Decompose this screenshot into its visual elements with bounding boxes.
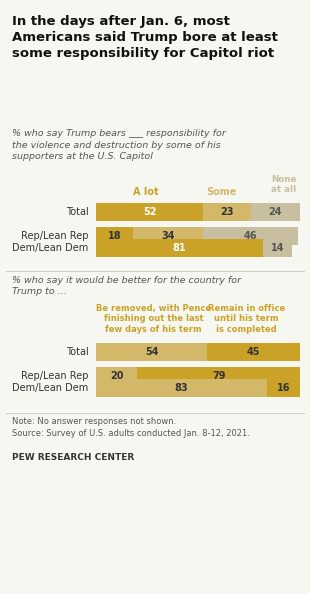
Bar	[96, 227, 133, 245]
Text: 54: 54	[145, 347, 158, 356]
Text: 34: 34	[162, 231, 175, 241]
Bar	[96, 367, 137, 385]
Bar	[137, 367, 300, 385]
Bar	[251, 203, 300, 221]
Text: Dem/Lean Dem: Dem/Lean Dem	[12, 383, 88, 393]
Bar	[96, 379, 267, 397]
Text: Note: No answer responses not shown.
Source: Survey of U.S. adults conducted Jan: Note: No answer responses not shown. Sou…	[12, 417, 250, 438]
Bar	[203, 203, 251, 221]
Bar	[133, 227, 203, 245]
Text: % who say Trump bears ___ responsibility for
the violence and destruction by som: % who say Trump bears ___ responsibility…	[12, 129, 226, 162]
Text: None
at all: None at all	[271, 175, 296, 194]
Text: A lot: A lot	[133, 187, 158, 197]
Text: Remain in office
until his term
is completed: Remain in office until his term is compl…	[208, 304, 285, 334]
Bar	[263, 239, 292, 257]
Text: PEW RESEARCH CENTER: PEW RESEARCH CENTER	[12, 453, 135, 462]
Text: 79: 79	[212, 371, 225, 381]
Text: 14: 14	[271, 243, 284, 252]
Text: 16: 16	[277, 383, 290, 393]
Text: 24: 24	[269, 207, 282, 217]
Text: Total: Total	[66, 347, 88, 356]
Text: Be removed, with Pence
finishing out the last
few days of his term: Be removed, with Pence finishing out the…	[96, 304, 211, 334]
Text: Total: Total	[66, 207, 88, 217]
Bar	[96, 203, 203, 221]
Text: 23: 23	[220, 207, 234, 217]
Bar	[96, 239, 263, 257]
Text: Rep/Lean Rep: Rep/Lean Rep	[21, 371, 88, 381]
Text: Rep/Lean Rep: Rep/Lean Rep	[21, 231, 88, 241]
Text: In the days after Jan. 6, most
Americans said Trump bore at least
some responsib: In the days after Jan. 6, most Americans…	[12, 15, 278, 60]
Text: 18: 18	[108, 231, 122, 241]
Text: 45: 45	[247, 347, 260, 356]
Text: Dem/Lean Dem: Dem/Lean Dem	[12, 243, 88, 252]
Bar	[207, 343, 300, 361]
Text: Some: Some	[206, 187, 237, 197]
Text: 46: 46	[244, 231, 258, 241]
Bar	[203, 227, 298, 245]
Text: 20: 20	[110, 371, 123, 381]
Text: 83: 83	[175, 383, 188, 393]
Text: 81: 81	[173, 243, 186, 252]
Text: 52: 52	[143, 207, 157, 217]
Bar	[96, 343, 207, 361]
Bar	[267, 379, 300, 397]
Text: % who say it would be better for the country for
Trump to ...: % who say it would be better for the cou…	[12, 276, 241, 296]
